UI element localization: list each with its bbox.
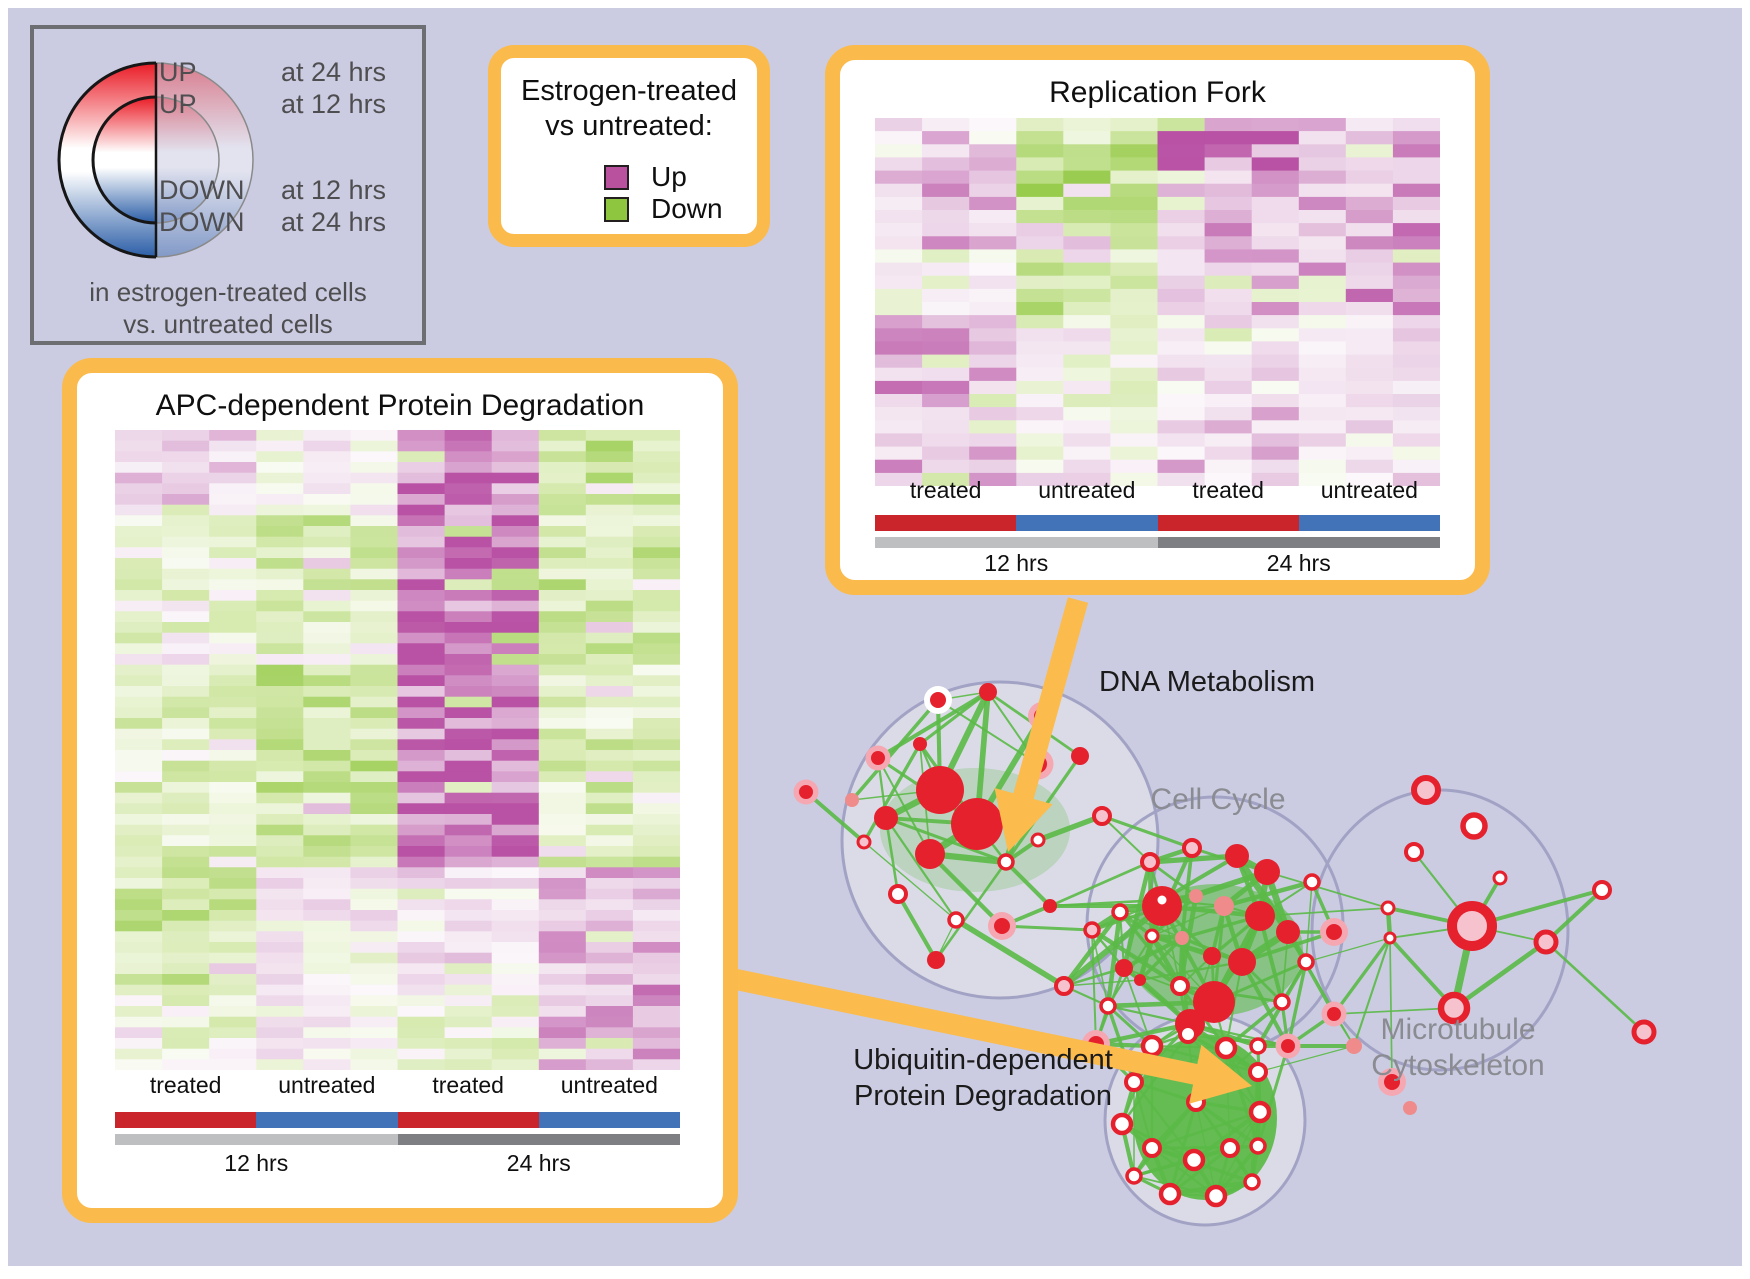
legend-down-12: DOWN bbox=[159, 175, 245, 205]
group-label: treated bbox=[149, 1072, 222, 1098]
treated-bar bbox=[115, 1112, 257, 1128]
group-label: untreated bbox=[278, 1072, 376, 1098]
bar-24hrs bbox=[1157, 537, 1440, 548]
legend-up-24: UP bbox=[159, 57, 197, 87]
group-labels-apc: treated untreated treated untreated bbox=[115, 1072, 680, 1099]
legend-time-24: at 24 hrs bbox=[281, 57, 387, 87]
untreated-bar bbox=[1016, 515, 1158, 531]
group-label: treated bbox=[909, 477, 982, 503]
concentric-gradient-circles bbox=[57, 61, 254, 259]
panel-apc: APC-dependent Protein Degradation treate… bbox=[62, 358, 738, 1223]
group-label: untreated bbox=[560, 1072, 658, 1098]
label-24hrs: 24 hrs bbox=[506, 1150, 571, 1176]
group-labels-repfork: treated untreated treated untreated bbox=[875, 477, 1440, 504]
group-label: treated bbox=[1192, 477, 1264, 503]
label-24hrs: 24 hrs bbox=[1266, 550, 1331, 576]
untreated-bar bbox=[1298, 515, 1440, 531]
legend-time-12: at 12 hrs bbox=[281, 89, 387, 119]
panel-title-apc: APC-dependent Protein Degradation bbox=[155, 389, 645, 422]
treated-bar bbox=[1157, 515, 1299, 531]
up-label: Up bbox=[651, 161, 687, 192]
legend-up-12: UP bbox=[159, 89, 197, 119]
comparison-legend-title-line2: vs untreated: bbox=[545, 110, 713, 142]
untreated-bar bbox=[256, 1112, 398, 1128]
panel-title-replication-fork: Replication Fork bbox=[1049, 76, 1266, 109]
comparison-color-legend: Estrogen-treated vs untreated: Up Down bbox=[488, 45, 770, 247]
group-label: untreated bbox=[1038, 477, 1136, 503]
time-bar-apc bbox=[115, 1134, 680, 1145]
label-12hrs: 12 hrs bbox=[224, 1150, 289, 1176]
comparison-legend-title-line1: Estrogen-treated bbox=[520, 75, 737, 107]
label-12hrs: 12 hrs bbox=[984, 550, 1049, 576]
time-labels-apc: 12 hrs 24 hrs bbox=[115, 1150, 680, 1177]
time-labels-repfork: 12 hrs 24 hrs bbox=[875, 550, 1440, 577]
heatmap-apc bbox=[115, 430, 680, 1070]
group-label: untreated bbox=[1320, 477, 1418, 503]
panel-replication-fork: Replication Fork treated untreated treat… bbox=[825, 45, 1490, 595]
down-color-swatch bbox=[604, 197, 629, 222]
treatment-bar-repfork bbox=[875, 515, 1440, 531]
network-cluster-label: DNA Metabolism bbox=[1099, 666, 1315, 698]
legend-caption-line1: in estrogen-treated cells bbox=[89, 277, 367, 307]
network-cluster-label: Ubiquitin-dependent Protein Degradation bbox=[853, 1044, 1113, 1112]
group-label: treated bbox=[432, 1072, 504, 1098]
legend-down-24-time: at 24 hrs bbox=[281, 207, 387, 237]
bar-24hrs bbox=[397, 1134, 680, 1145]
bar-12hrs bbox=[115, 1134, 398, 1145]
bar-12hrs bbox=[875, 537, 1158, 548]
network-cluster-label: Microtubule Cytoskeleton bbox=[1371, 1013, 1545, 1082]
legend-down-24: DOWN bbox=[159, 207, 245, 237]
heatmap-replication-fork bbox=[875, 118, 1440, 486]
legend-down-12-time: at 12 hrs bbox=[281, 175, 387, 205]
network-cluster-label: Cell Cycle bbox=[1150, 783, 1286, 816]
time-bar-repfork bbox=[875, 537, 1440, 548]
updown-gradient-legend: UP at 24 hrs UP at 12 hrs DOWN at 12 hrs… bbox=[30, 25, 426, 345]
up-color-swatch bbox=[604, 165, 629, 190]
treatment-bar-apc bbox=[115, 1112, 680, 1128]
untreated-bar bbox=[538, 1112, 680, 1128]
down-label: Down bbox=[651, 193, 723, 224]
legend-caption-line2: vs. untreated cells bbox=[123, 309, 333, 339]
treated-bar bbox=[875, 515, 1017, 531]
treated-bar bbox=[397, 1112, 539, 1128]
